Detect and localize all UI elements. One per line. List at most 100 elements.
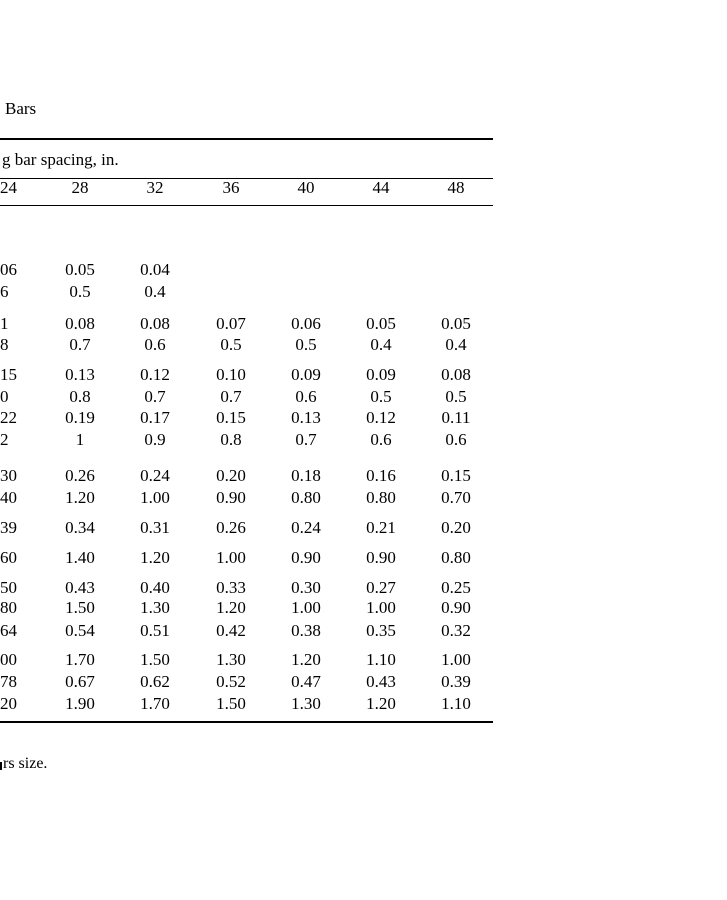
table-cell: 0.54: [65, 621, 95, 640]
table-cell: 1.90: [65, 694, 95, 713]
table-cell: 1.50: [140, 650, 170, 669]
table-cell: 0.19: [65, 408, 95, 427]
table-cell: 0.9: [144, 430, 166, 449]
row-header-fragment: 30: [0, 466, 17, 485]
table-cell: 0.13: [291, 408, 321, 427]
table-cell: 1: [75, 430, 85, 449]
table-row: 15 0.13 0.12 0.10 0.09 0.09 0.08: [0, 366, 500, 386]
table-cell: 1.10: [366, 650, 396, 669]
table-bottom-rule: [0, 721, 493, 723]
table-cell: 0.7: [69, 335, 91, 354]
table-cell: 1.30: [291, 694, 321, 713]
table-cell: 0.5: [445, 387, 467, 406]
row-header-fragment: 60: [0, 548, 17, 567]
table-cell: 0.5: [295, 335, 317, 354]
table-cell: 0.80: [366, 488, 396, 507]
row-header-fragment: 39: [0, 518, 17, 537]
table-cell: 1.20: [216, 598, 246, 617]
table-cell: 0.33: [216, 578, 246, 597]
table-cell: 0.06: [291, 314, 321, 333]
table-cell: 0.62: [140, 672, 170, 691]
table-top-rule: [0, 138, 493, 140]
row-header-fragment: 80: [0, 598, 17, 617]
table-row: 80 1.50 1.30 1.20 1.00 1.00 0.90: [0, 599, 500, 619]
table-cell: 1.30: [216, 650, 246, 669]
table-row: 50 0.43 0.40 0.33 0.30 0.27 0.25: [0, 579, 500, 599]
table-cell: 0.6: [295, 387, 317, 406]
table-cell: 0.27: [366, 578, 396, 597]
spanner-underline-rule: [0, 178, 493, 180]
clipped-glyph-fragment: [0, 762, 2, 770]
table-cell: 0.08: [65, 314, 95, 333]
table-cell: 0.43: [65, 578, 95, 597]
table-cell: 0.05: [65, 260, 95, 279]
table-row: 8 0.7 0.6 0.5 0.5 0.4 0.4: [0, 336, 500, 356]
table-cell: 0.09: [291, 365, 321, 384]
table-cell: 1.40: [65, 548, 95, 567]
table-row: 6 0.5 0.4: [0, 283, 500, 303]
table-row: 60 1.40 1.20 1.00 0.90 0.90 0.80: [0, 549, 500, 569]
table-cell: 0.6: [144, 335, 166, 354]
table-cell: 0.39: [441, 672, 471, 691]
table-cell: 0.5: [69, 282, 91, 301]
table-row: 00 1.70 1.50 1.30 1.20 1.10 1.00: [0, 651, 500, 671]
table-cell: 0.26: [65, 466, 95, 485]
row-header-fragment: 0: [0, 387, 9, 406]
row-header-fragment: 1: [0, 314, 9, 333]
row-header-fragment: 15: [0, 365, 17, 384]
table-cell: 0.08: [441, 365, 471, 384]
table-cell: 0.67: [65, 672, 95, 691]
row-header-fragment: 2: [0, 430, 9, 449]
table-cell: 0.10: [216, 365, 246, 384]
row-header-fragment: 78: [0, 672, 17, 691]
table-row: 20 1.90 1.70 1.50 1.30 1.20 1.10: [0, 695, 500, 715]
table-cell: 0.7: [295, 430, 317, 449]
column-header: 28: [71, 178, 89, 197]
table-cell: 0.40: [140, 578, 170, 597]
table-cell: 0.7: [144, 387, 166, 406]
table-header-row: 24 28 32 36 40 44 48: [0, 179, 500, 199]
table-footnote: rs size.: [3, 755, 48, 772]
column-group-header: g bar spacing, in.: [2, 150, 119, 169]
table-cell: 0.4: [370, 335, 392, 354]
table-row: 22 0.19 0.17 0.15 0.13 0.12 0.11: [0, 409, 500, 429]
table-cell: 0.07: [216, 314, 246, 333]
table-cell: 0.4: [445, 335, 467, 354]
table-cell: 1.50: [65, 598, 95, 617]
table-cell: 0.09: [366, 365, 396, 384]
table-cell: 0.6: [370, 430, 392, 449]
table-cell: 0.70: [441, 488, 471, 507]
column-header: 24: [0, 178, 17, 197]
table-cell: 0.26: [216, 518, 246, 537]
row-header-fragment: 00: [0, 650, 17, 669]
table-cell: 0.17: [140, 408, 170, 427]
table-cell: 0.42: [216, 621, 246, 640]
table-cell: 0.52: [216, 672, 246, 691]
table-cell: 0.90: [441, 598, 471, 617]
table-cell: 0.24: [140, 466, 170, 485]
table-cell: 1.20: [366, 694, 396, 713]
table-cell: 1.00: [441, 650, 471, 669]
table-row: 64 0.54 0.51 0.42 0.38 0.35 0.32: [0, 622, 500, 642]
table-cell: 0.12: [140, 365, 170, 384]
table-title: Bars: [5, 99, 37, 118]
row-header-fragment: 64: [0, 621, 17, 640]
table-cell: 0.21: [366, 518, 396, 537]
table-cell: 1.20: [291, 650, 321, 669]
table-cell: 0.4: [144, 282, 166, 301]
row-header-fragment: 20: [0, 694, 17, 713]
table-cell: 1.70: [140, 694, 170, 713]
table-cell: 1.20: [140, 548, 170, 567]
table-row: 2 1 0.9 0.8 0.7 0.6 0.6: [0, 431, 500, 451]
row-header-fragment: 22: [0, 408, 17, 427]
table-cell: 1.30: [140, 598, 170, 617]
table-row: 40 1.20 1.00 0.90 0.80 0.80 0.70: [0, 489, 500, 509]
table-cell: 0.7: [220, 387, 242, 406]
table-cell: 0.90: [366, 548, 396, 567]
table-row: 0 0.8 0.7 0.7 0.6 0.5 0.5: [0, 388, 500, 408]
table-cell: 0.5: [220, 335, 242, 354]
table-row: 39 0.34 0.31 0.26 0.24 0.21 0.20: [0, 519, 500, 539]
table-cell: 1.10: [441, 694, 471, 713]
table-cell: 0.20: [441, 518, 471, 537]
table-cell: 0.05: [441, 314, 471, 333]
